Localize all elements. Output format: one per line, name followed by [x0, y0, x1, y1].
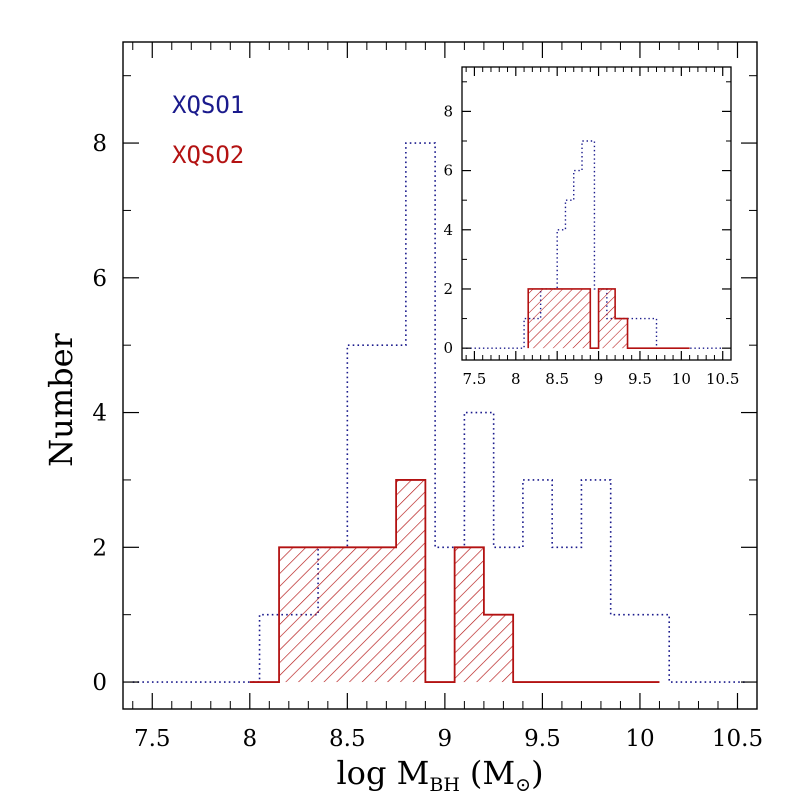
- y-tick-label-3: 6: [92, 266, 107, 292]
- inset-x-tick-label-6: 10.5: [706, 370, 739, 388]
- inset-xqso2-bar-3: [615, 318, 628, 349]
- xqso2-bar-1: [279, 547, 397, 683]
- inset-y-tick-label-4: 8: [443, 102, 453, 120]
- x-tick-label-0: 7.5: [134, 726, 171, 752]
- y-tick-label-4: 8: [92, 131, 107, 157]
- y-tick-label-0: 0: [92, 670, 107, 696]
- legend-xqso1: XQSO1: [172, 91, 244, 119]
- inset-y-tick-label-0: 0: [443, 339, 453, 357]
- x-tick-label-4: 9.5: [524, 726, 561, 752]
- inset-x-tick-label-3: 9: [594, 370, 604, 388]
- inset-xqso2-series-line: [527, 288, 690, 349]
- x-tick-label-1: 8: [242, 726, 257, 752]
- x-tick-label-6: 10.5: [712, 726, 763, 752]
- y-tick-label-2: 4: [92, 401, 107, 427]
- inset-plot: 7.5 8 8.5 9 9.5 10 10.5 0 2 4 6 8: [443, 66, 739, 388]
- legend-xqso2: XQSO2: [172, 141, 244, 169]
- inset-x-tick-label-2: 8.5: [545, 370, 569, 388]
- x-tick-label-3: 9: [438, 726, 453, 752]
- x-tick-label-2: 8.5: [329, 726, 366, 752]
- inset-x-tick-label-1: 8: [511, 370, 521, 388]
- xqso2-bar-5: [483, 614, 514, 683]
- xqso2-bar-2: [396, 479, 426, 683]
- inset-y-tick-label-3: 6: [443, 162, 453, 180]
- xqso2-series-line: [249, 479, 660, 683]
- inset-xqso2-bar-0: [528, 288, 591, 349]
- inset-y-tick-label-2: 4: [443, 221, 453, 239]
- inset-xqso2-bar-2: [598, 288, 616, 349]
- x-axis-title: log MBH (M⊙): [336, 754, 543, 796]
- inset-x-tick-label-0: 7.5: [462, 370, 486, 388]
- inset-x-tick-label-5: 10: [672, 370, 691, 388]
- inset-x-tick-label-4: 9.5: [628, 370, 652, 388]
- xqso2-bar-4: [454, 547, 484, 683]
- y-tick-label-1: 2: [92, 535, 107, 561]
- y-axis-title: Number: [42, 332, 80, 466]
- x-tick-label-5: 10: [625, 726, 654, 752]
- xqso1-series-line: [132, 142, 748, 683]
- inset-plot-frame: [461, 66, 732, 361]
- inset-y-tick-label-1: 2: [443, 280, 453, 298]
